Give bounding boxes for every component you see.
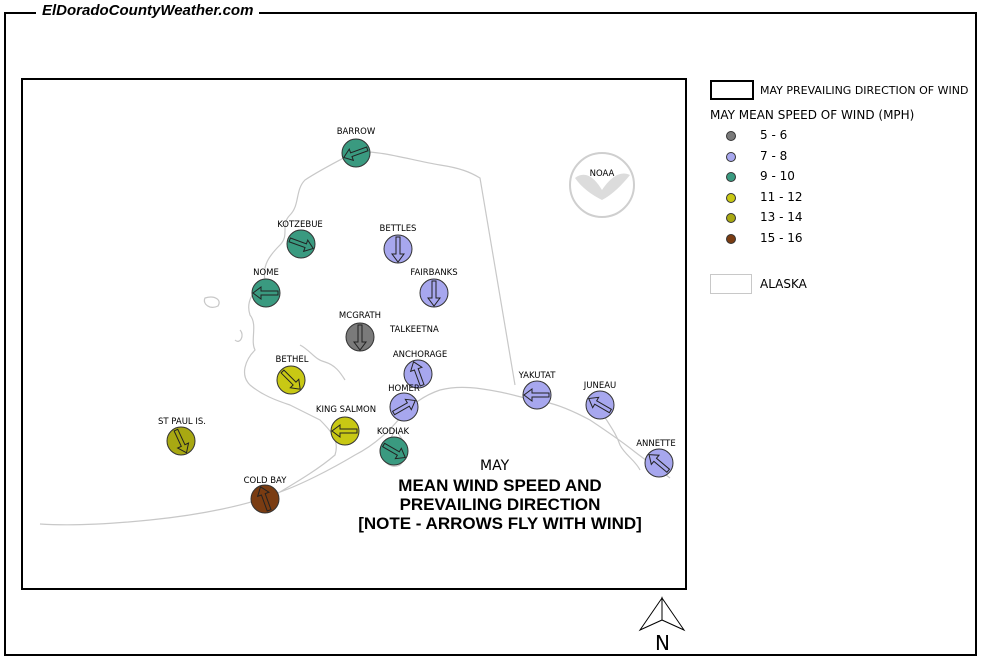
station-label: KOTZEBUE (277, 220, 323, 230)
station-label: MCGRATH (339, 311, 381, 321)
wind-arrow-icon (343, 146, 369, 162)
station-label: BETHEL (276, 355, 309, 365)
map-month: MAY (480, 458, 510, 474)
wind-arrow-icon (252, 286, 279, 300)
station-label: BETTLES (380, 224, 417, 234)
noaa-logo: NOAA (569, 152, 635, 218)
noaa-text: NOAA (590, 169, 615, 179)
wind-arrow-icon (648, 454, 671, 473)
station-talkeetna: TALKEETNA (389, 325, 439, 335)
legend-class-label: 9 - 10 (760, 169, 795, 183)
wind-arrow-icon (256, 486, 272, 512)
station-speed-marker (345, 322, 375, 352)
station-speed-marker (389, 392, 419, 422)
station-juneau: JUNEAU (583, 381, 617, 420)
station-speed-marker (330, 416, 360, 446)
map-frame (21, 78, 687, 590)
station-nome: NOME (251, 268, 281, 308)
legend-class-swatch (726, 151, 736, 162)
station-st-paul-is: ST PAUL IS. (158, 417, 206, 456)
map-title-line1: MEAN WIND SPEED AND (398, 476, 602, 495)
station-speed-marker (403, 359, 433, 389)
station-label: ANCHORAGE (393, 350, 447, 360)
station-barrow: BARROW (337, 127, 376, 168)
station-cold-bay: COLD BAY (244, 476, 288, 514)
north-label: N (655, 631, 670, 655)
station-annette: ANNETTE (636, 439, 676, 478)
station-bettles: BETTLES (380, 224, 417, 264)
wind-arrow-icon (353, 324, 367, 351)
station-label: HOMER (388, 384, 420, 394)
legend-direction-swatch (710, 80, 754, 100)
station-speed-marker (379, 436, 409, 466)
station-markers: BARROW KOTZEBUE BETTLES NOME FAIRBANKS MCGRAT… (158, 127, 676, 514)
station-label: JUNEAU (583, 381, 617, 391)
wind-arrow-icon (588, 396, 613, 414)
legend-direction-label: MAY PREVAILING DIRECTION OF WIND (760, 84, 969, 97)
legend-class-swatch (726, 172, 736, 182)
station-anchorage: ANCHORAGE (393, 350, 447, 389)
station-bethel: BETHEL (276, 355, 309, 395)
station-speed-marker (286, 229, 316, 259)
station-kodiak: KODIAK (377, 427, 410, 466)
station-yakutat: YAKUTAT (518, 371, 557, 410)
legend-class-label: 15 - 16 (760, 230, 803, 245)
station-speed-marker (419, 278, 449, 308)
wind-arrow-icon (427, 280, 441, 307)
station-label: NOME (253, 268, 279, 278)
station-label: KING SALMON (316, 405, 376, 415)
legend-class-swatch (726, 233, 736, 244)
wind-arrow-icon (331, 424, 358, 438)
station-fairbanks: FAIRBANKS (410, 268, 458, 308)
wind-arrow-icon (523, 388, 550, 402)
station-speed-marker (644, 448, 674, 478)
station-label: KODIAK (377, 427, 410, 437)
station-mcgrath: MCGRATH (339, 311, 381, 352)
wind-arrow-icon (381, 442, 406, 460)
station-kotzebue: KOTZEBUE (277, 220, 323, 259)
station-label: ANNETTE (636, 439, 676, 449)
station-label: BARROW (337, 127, 376, 137)
station-speed-marker (166, 426, 196, 456)
map-title-line3: [NOTE - ARROWS FLY WITH WIND] (358, 514, 642, 533)
wind-arrow-icon (280, 369, 301, 390)
station-label: ST PAUL IS. (158, 417, 206, 427)
wind-arrow-icon (391, 398, 416, 416)
station-label: FAIRBANKS (410, 268, 457, 278)
station-label: TALKEETNA (389, 325, 439, 335)
legend-speed-title: MAY MEAN SPEED OF WIND (MPH) (710, 108, 915, 122)
station-speed-marker (250, 484, 280, 514)
legend-class-label: 5 - 6 (760, 128, 788, 142)
wind-arrow-icon (288, 237, 314, 253)
station-speed-marker (276, 365, 306, 395)
map-title: MEAN WIND SPEED AND PREVAILING DIRECTION… (330, 476, 670, 533)
station-speed-marker (522, 380, 552, 410)
legend-class-swatch (726, 192, 736, 203)
station-label: COLD BAY (244, 476, 288, 486)
wind-arrow-icon (409, 361, 425, 387)
wind-arrow-icon (391, 236, 405, 263)
wind-arrow-icon (173, 428, 190, 454)
legend-class-label: 7 - 8 (760, 148, 788, 163)
station-king-salmon: KING SALMON (316, 405, 376, 446)
station-homer: HOMER (388, 384, 420, 422)
station-speed-marker (383, 234, 413, 264)
site-title[interactable]: ElDoradoCountyWeather.com (36, 2, 260, 19)
station-speed-marker (341, 138, 371, 168)
station-speed-marker (585, 390, 615, 420)
legend-class-swatch (726, 131, 736, 141)
north-arrow-icon: N (638, 596, 686, 655)
station-speed-marker (251, 278, 281, 308)
legend-class-label: 11 - 12 (760, 189, 803, 204)
legend-class-label: 13 - 14 (760, 210, 803, 224)
map-title-line2: PREVAILING DIRECTION (399, 495, 601, 514)
station-label: YAKUTAT (518, 371, 557, 381)
legend-alaska-swatch (710, 274, 752, 294)
page-frame (4, 12, 977, 656)
legend-class-swatch (726, 213, 736, 223)
legend-alaska-label: ALASKA (760, 277, 807, 291)
